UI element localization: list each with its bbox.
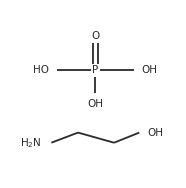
Text: OH: OH <box>147 128 163 138</box>
Text: H$_2$N: H$_2$N <box>20 136 42 150</box>
Text: OH: OH <box>142 65 158 75</box>
Text: OH: OH <box>87 99 103 109</box>
Text: HO: HO <box>33 65 49 75</box>
Text: P: P <box>92 65 98 75</box>
Text: O: O <box>91 31 100 41</box>
